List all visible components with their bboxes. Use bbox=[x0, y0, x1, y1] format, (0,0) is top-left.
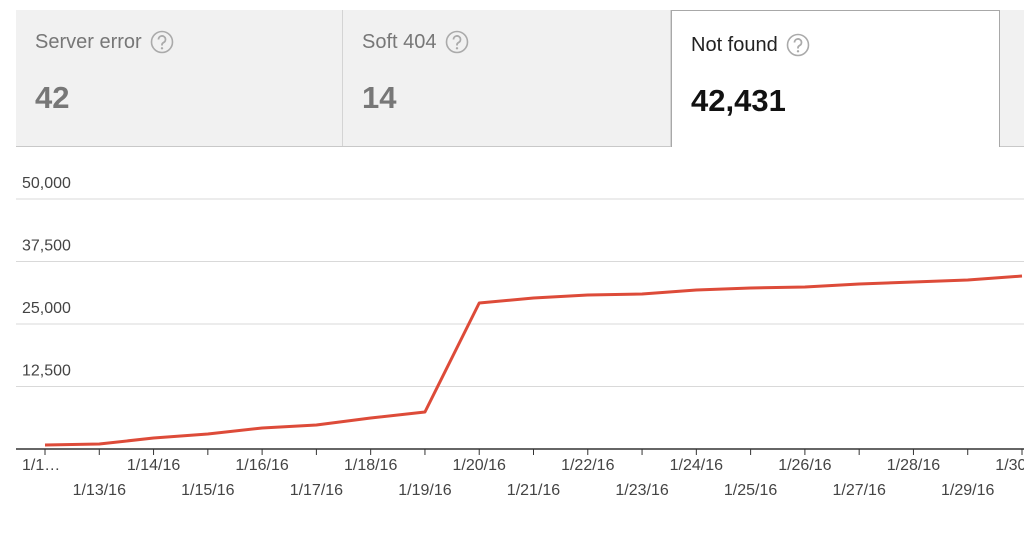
tab-label: Server error bbox=[35, 30, 142, 53]
tab-count: 42 bbox=[35, 80, 70, 115]
x-tick-label: 1/13/16 bbox=[73, 482, 126, 499]
tab-bar: Server error 42 Soft 404 14 Not found 42,431 bbox=[16, 10, 1024, 147]
tab-count: 42,431 bbox=[691, 83, 786, 118]
y-tick-label: 25,000 bbox=[22, 300, 71, 317]
x-tick-label: 1/29/16 bbox=[941, 482, 994, 499]
tab[interactable]: Not found 42,431 bbox=[671, 10, 1000, 147]
y-tick-label: 37,500 bbox=[22, 238, 71, 255]
help-icon[interactable] bbox=[150, 30, 174, 54]
tab-header: Server error bbox=[35, 30, 174, 54]
x-tick-label: 1/28/16 bbox=[887, 457, 940, 474]
x-tick-label: 1/19/16 bbox=[398, 482, 451, 499]
y-tick-label: 50,000 bbox=[22, 175, 71, 192]
x-tick-label: 1/18/16 bbox=[344, 457, 397, 474]
x-tick-label: 1/26/16 bbox=[778, 457, 831, 474]
x-tick-label: 1/16/16 bbox=[235, 457, 288, 474]
help-icon[interactable] bbox=[445, 30, 469, 54]
tab-header: Not found bbox=[691, 33, 810, 57]
x-tick-label: 1/21/16 bbox=[507, 482, 560, 499]
tab-count: 14 bbox=[362, 80, 397, 115]
tab-header: Soft 404 bbox=[362, 30, 469, 54]
x-tick-label: 1/30/16 bbox=[995, 457, 1024, 474]
tab[interactable]: Soft 404 14 bbox=[343, 10, 671, 146]
x-tick-label: 1/25/16 bbox=[724, 482, 777, 499]
x-tick-label: 1/17/16 bbox=[290, 482, 343, 499]
x-tick-label: 1/20/16 bbox=[453, 457, 506, 474]
tab[interactable]: Server error 42 bbox=[16, 10, 343, 146]
x-tick-label: 1/24/16 bbox=[670, 457, 723, 474]
tab-label: Not found bbox=[691, 33, 778, 56]
x-tick-label: 1/23/16 bbox=[615, 482, 668, 499]
x-tick-label: 1/15/16 bbox=[181, 482, 234, 499]
line-series bbox=[44, 274, 1023, 447]
tab-label: Soft 404 bbox=[362, 30, 437, 53]
x-tick-label: 1/14/16 bbox=[127, 457, 180, 474]
help-icon[interactable] bbox=[786, 33, 810, 57]
x-tick-label: 1/27/16 bbox=[832, 482, 885, 499]
x-tick-label: 1/1… bbox=[22, 457, 60, 474]
x-tick-label: 1/22/16 bbox=[561, 457, 614, 474]
y-tick-label: 12,500 bbox=[22, 363, 71, 380]
